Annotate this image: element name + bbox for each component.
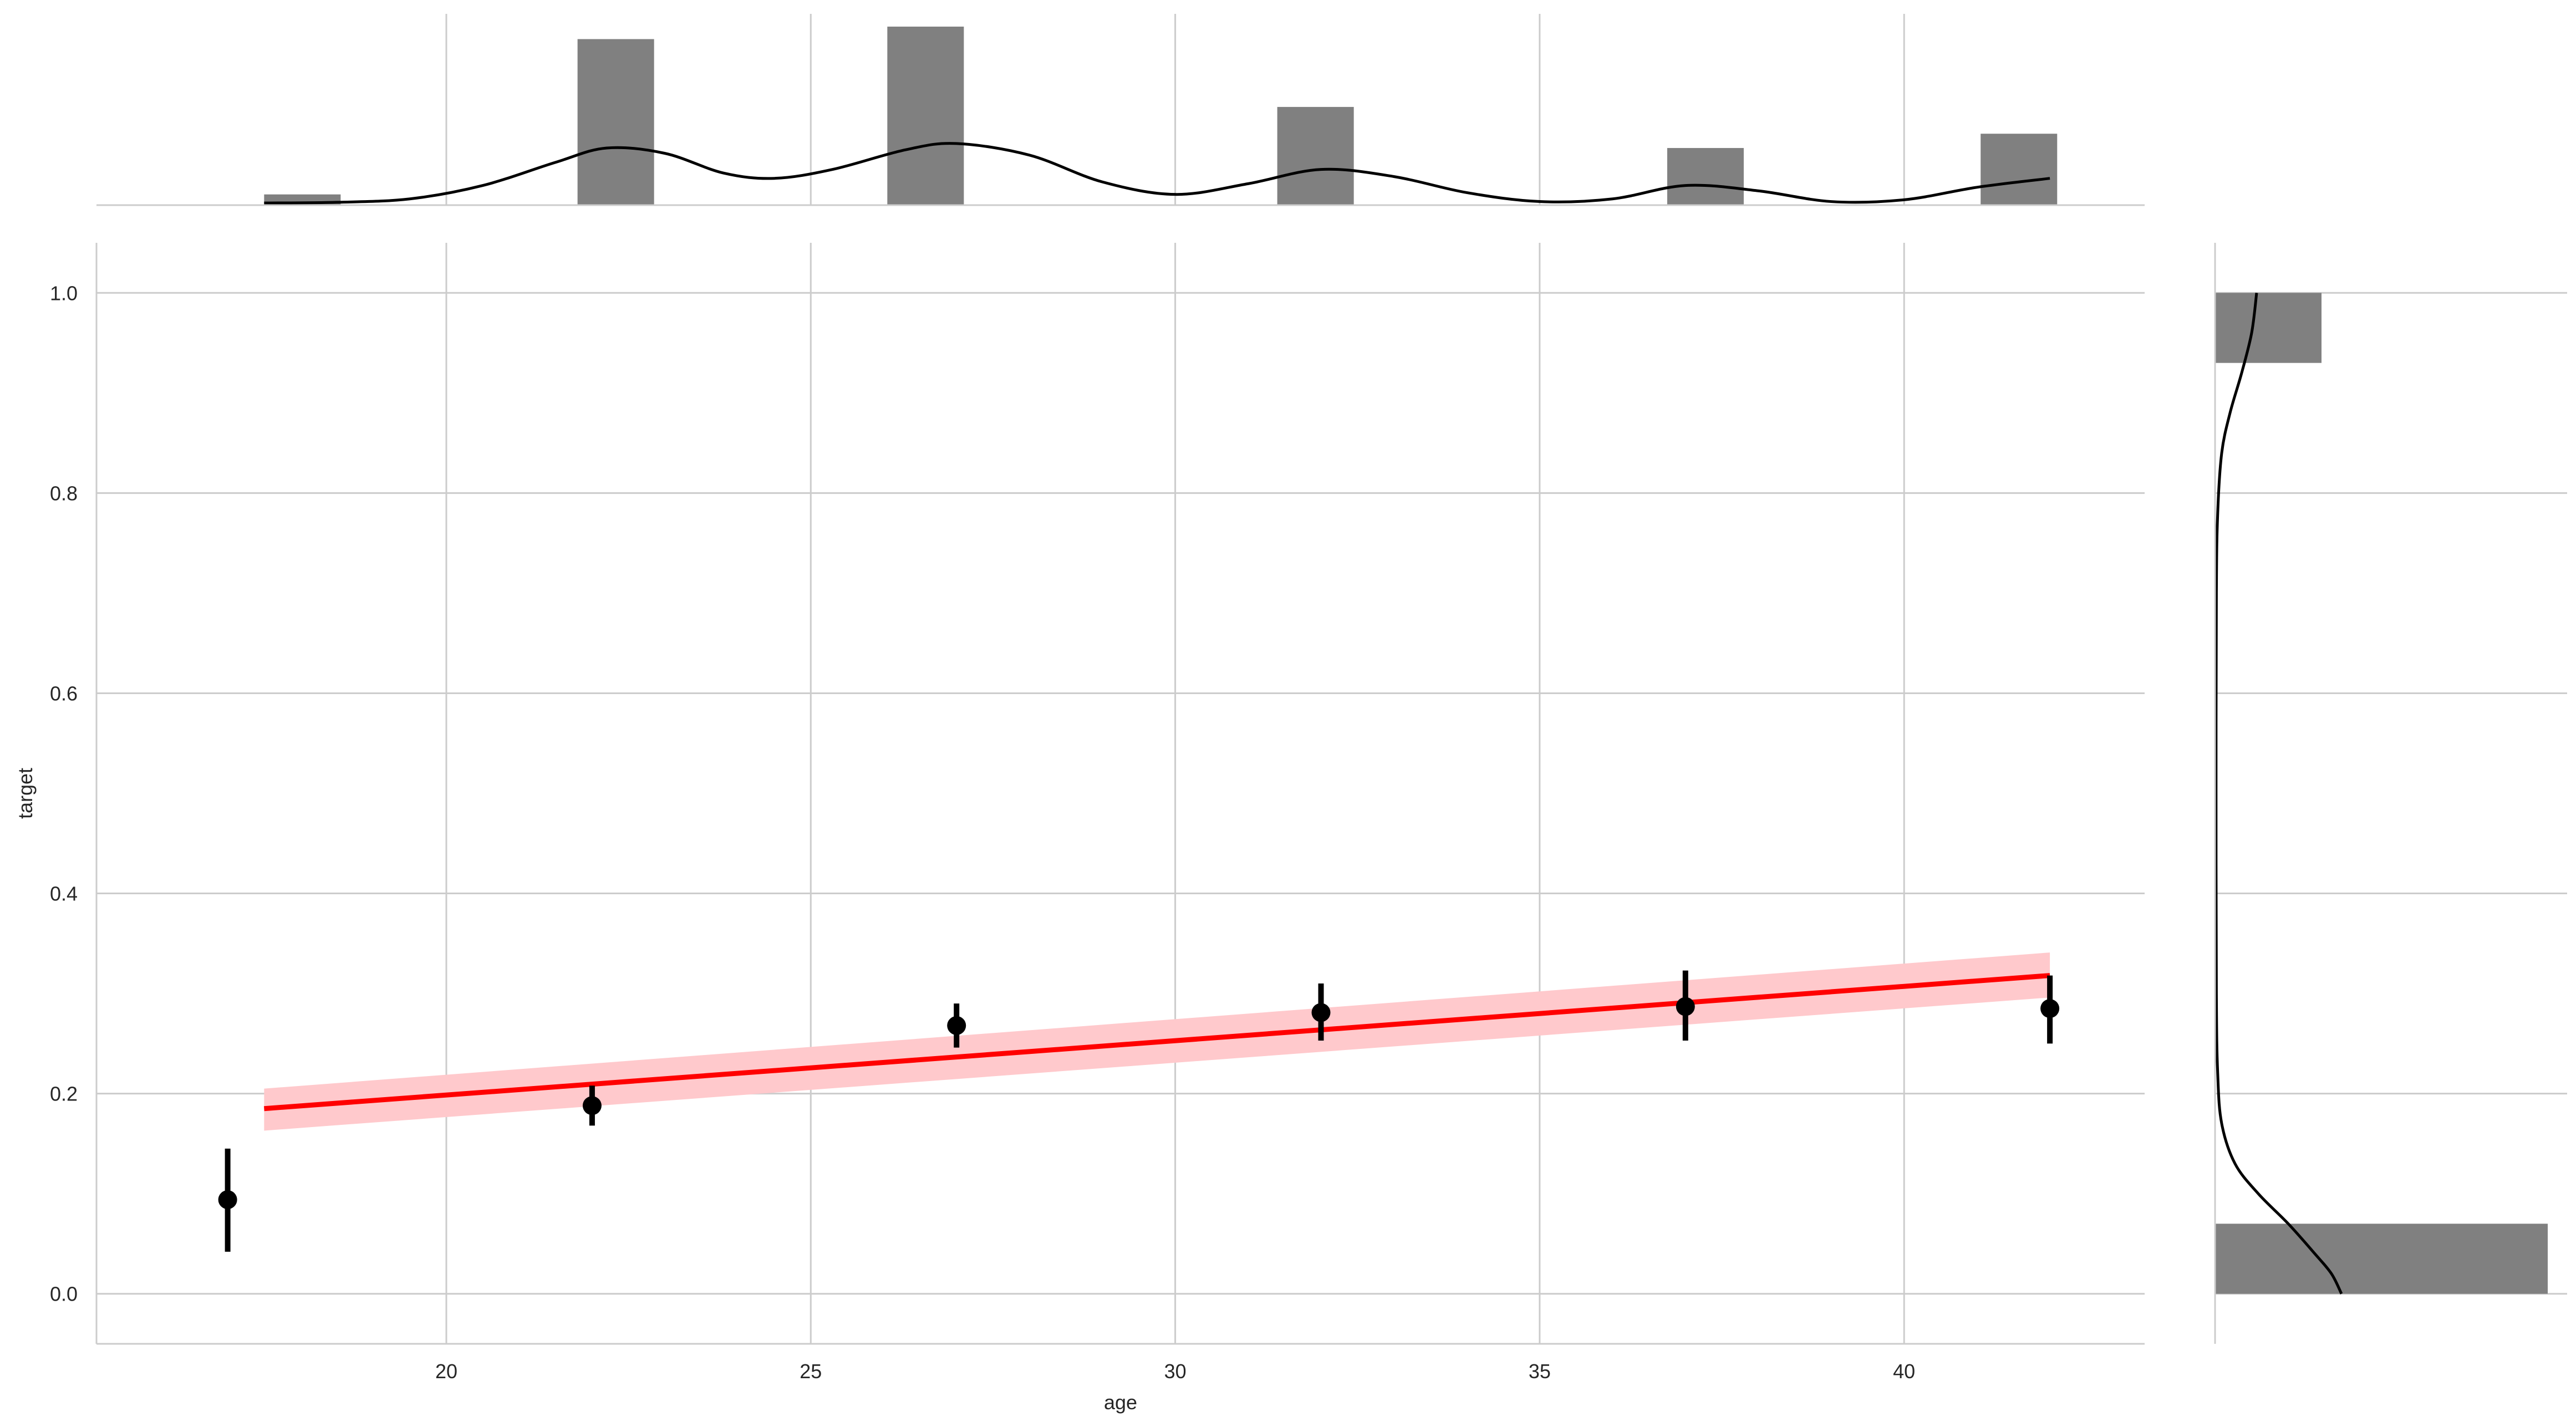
marginal-x-bar bbox=[1667, 147, 1744, 205]
y-tick-label: 1.0 bbox=[50, 282, 78, 304]
regression-line bbox=[264, 973, 2050, 1112]
data-point bbox=[947, 1003, 966, 1048]
y-tick-label: 0.6 bbox=[50, 682, 78, 705]
marginal-x-bar bbox=[1981, 134, 2058, 205]
x-axis-label: age bbox=[1104, 1391, 1137, 1414]
point-marker bbox=[2040, 999, 2060, 1018]
x-tick-label: 20 bbox=[435, 1360, 457, 1383]
x-tick-labels: 20 25 30 35 40 bbox=[435, 1360, 1915, 1383]
data-point bbox=[1311, 983, 1331, 1041]
marginal-y-panel bbox=[2214, 243, 2567, 1344]
main-plot-panel: 20 25 30 35 40 0.0 0.2 0.4 0.6 0.8 1.0 age target bbox=[14, 243, 2145, 1414]
binned-points bbox=[218, 970, 2060, 1252]
x-tick-label: 25 bbox=[800, 1360, 822, 1383]
y-axis-label: target bbox=[14, 768, 37, 819]
y-tick-label: 0.2 bbox=[50, 1083, 78, 1105]
x-tick-label: 35 bbox=[1529, 1360, 1551, 1383]
marginal-x-bar bbox=[887, 27, 964, 205]
point-marker bbox=[1676, 997, 1695, 1016]
y-tick-label: 0.8 bbox=[50, 482, 78, 504]
marginal-x-histogram bbox=[264, 27, 2058, 205]
marginal-x-kde-curve bbox=[264, 142, 2050, 205]
data-point bbox=[218, 1148, 237, 1252]
marginal-y-bar bbox=[2215, 1224, 2548, 1294]
marginal-y-bar bbox=[2215, 293, 2322, 363]
main-gridlines bbox=[96, 243, 2145, 1344]
marginal-y-histogram bbox=[2215, 293, 2548, 1294]
data-point bbox=[1676, 970, 1695, 1041]
marginal-y-gridlines bbox=[2215, 292, 2567, 1295]
y-tick-label: 0.4 bbox=[50, 883, 78, 905]
x-tick-label: 30 bbox=[1164, 1360, 1187, 1383]
point-marker bbox=[582, 1096, 602, 1115]
point-marker bbox=[218, 1190, 237, 1210]
point-marker bbox=[1311, 1003, 1331, 1022]
data-point bbox=[582, 1085, 602, 1126]
marginal-y-kde-curve bbox=[2214, 292, 2343, 1294]
marginal-x-bar bbox=[1277, 106, 1354, 205]
data-point bbox=[2040, 975, 2060, 1044]
point-marker bbox=[947, 1016, 966, 1035]
marginal-x-bar bbox=[577, 39, 654, 205]
y-tick-labels: 0.0 0.2 0.4 0.6 0.8 1.0 bbox=[50, 282, 78, 1305]
y-tick-label: 0.0 bbox=[50, 1283, 78, 1306]
marginal-x-panel bbox=[96, 14, 2145, 206]
x-tick-label: 40 bbox=[1893, 1360, 1915, 1383]
